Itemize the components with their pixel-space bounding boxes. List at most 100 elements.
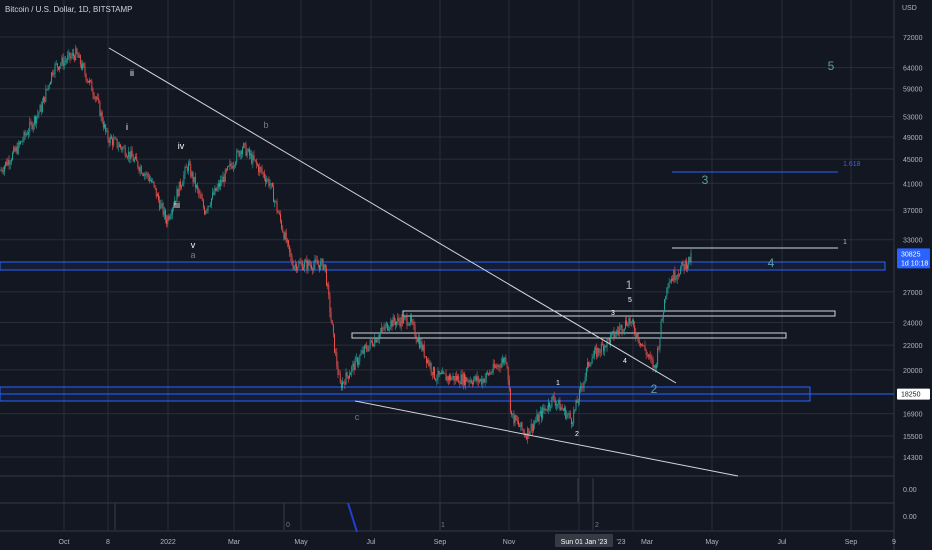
candle-body — [543, 407, 545, 411]
candle-body — [573, 411, 575, 424]
candle-body — [206, 209, 208, 212]
candle-body — [411, 316, 412, 322]
candle-body — [253, 155, 255, 160]
candle-body — [623, 328, 625, 331]
candle-body — [275, 200, 277, 202]
wave-label: 5 — [628, 297, 632, 304]
candle-body — [404, 316, 406, 318]
candle-body — [293, 266, 295, 270]
time-tick-label: Jul — [367, 539, 376, 546]
candle-body — [86, 80, 88, 82]
time-tick-label: Jul — [778, 539, 787, 546]
candle-body — [445, 374, 447, 381]
candle-body — [99, 101, 101, 116]
candle-body — [289, 245, 291, 253]
candle-body — [589, 363, 591, 367]
candle-body — [541, 410, 542, 419]
candle-body — [217, 183, 219, 188]
candle-body — [261, 168, 263, 173]
candle-body — [631, 320, 633, 322]
candle-body — [352, 363, 354, 367]
candle-body — [104, 124, 105, 128]
candle-body — [528, 428, 530, 436]
candle-body — [666, 288, 668, 297]
candle-body — [298, 262, 300, 268]
candle-body — [116, 138, 118, 148]
candle-body — [94, 97, 96, 99]
candle-body — [552, 395, 554, 397]
candle-body — [416, 339, 418, 342]
candle-body — [503, 358, 504, 363]
candle-body — [248, 149, 250, 156]
wave-label: a — [190, 250, 195, 260]
candle-body — [443, 371, 445, 374]
candle-body — [381, 327, 383, 332]
candle-body — [423, 345, 425, 357]
candle-body — [28, 132, 30, 135]
candle-body — [262, 172, 264, 174]
candle-body — [178, 181, 180, 197]
candle-body — [243, 143, 245, 148]
candle-body — [66, 60, 67, 62]
candle-body — [487, 372, 488, 374]
candle-body — [551, 396, 553, 407]
candle-body — [485, 372, 487, 379]
candle-body — [50, 82, 51, 85]
candle-body — [515, 415, 517, 421]
candle-body — [634, 325, 636, 333]
time-tick-label: 8 — [106, 539, 110, 546]
candle-body — [143, 174, 145, 176]
candle-body — [127, 156, 128, 158]
candle-body — [460, 374, 462, 385]
candle-body — [16, 147, 18, 154]
price-tick-label: 59000 — [903, 87, 923, 94]
candle-body — [108, 139, 110, 143]
candle-body — [374, 338, 376, 347]
current-price-tag[interactable] — [897, 248, 930, 269]
candle-body — [358, 361, 360, 365]
candle-body — [473, 379, 475, 385]
candle-body — [117, 146, 119, 148]
candle-body — [510, 388, 511, 411]
candle-body — [476, 376, 478, 381]
candle-body — [40, 104, 42, 112]
candle-body — [281, 220, 283, 229]
candle-body — [458, 376, 460, 384]
candle-body — [370, 340, 372, 342]
candle-body — [36, 116, 38, 124]
candle-body — [688, 256, 690, 266]
candle-body — [679, 274, 680, 276]
candle-body — [74, 56, 76, 60]
candle-body — [35, 116, 36, 124]
candle-body — [690, 252, 692, 263]
candle-body — [626, 320, 628, 326]
candle-body — [135, 156, 136, 159]
candle-body — [154, 185, 156, 188]
candle-body — [190, 164, 192, 177]
candle-body — [516, 420, 518, 422]
candle-body — [391, 320, 393, 327]
candle-body — [403, 316, 404, 324]
candle-body — [421, 341, 423, 351]
time-tick-label: Nov — [503, 539, 516, 546]
candle-body — [604, 345, 606, 352]
candle-body — [531, 423, 533, 431]
candle-body — [292, 264, 294, 270]
candle-body — [160, 203, 162, 209]
candle-body — [58, 66, 59, 70]
level-price-tag[interactable] — [897, 388, 930, 400]
candle-body — [378, 333, 380, 340]
candle-body — [308, 260, 310, 265]
candle-body — [77, 53, 79, 58]
candle-body — [560, 407, 562, 411]
candle-body — [136, 156, 138, 162]
candle-body — [2, 171, 4, 172]
candle-body — [15, 147, 17, 152]
candle-body — [557, 404, 559, 405]
candle-body — [474, 376, 476, 380]
wave-label: 2 — [575, 431, 579, 438]
candle-body — [252, 155, 254, 164]
candle-body — [267, 179, 269, 181]
candle-body — [92, 91, 94, 95]
